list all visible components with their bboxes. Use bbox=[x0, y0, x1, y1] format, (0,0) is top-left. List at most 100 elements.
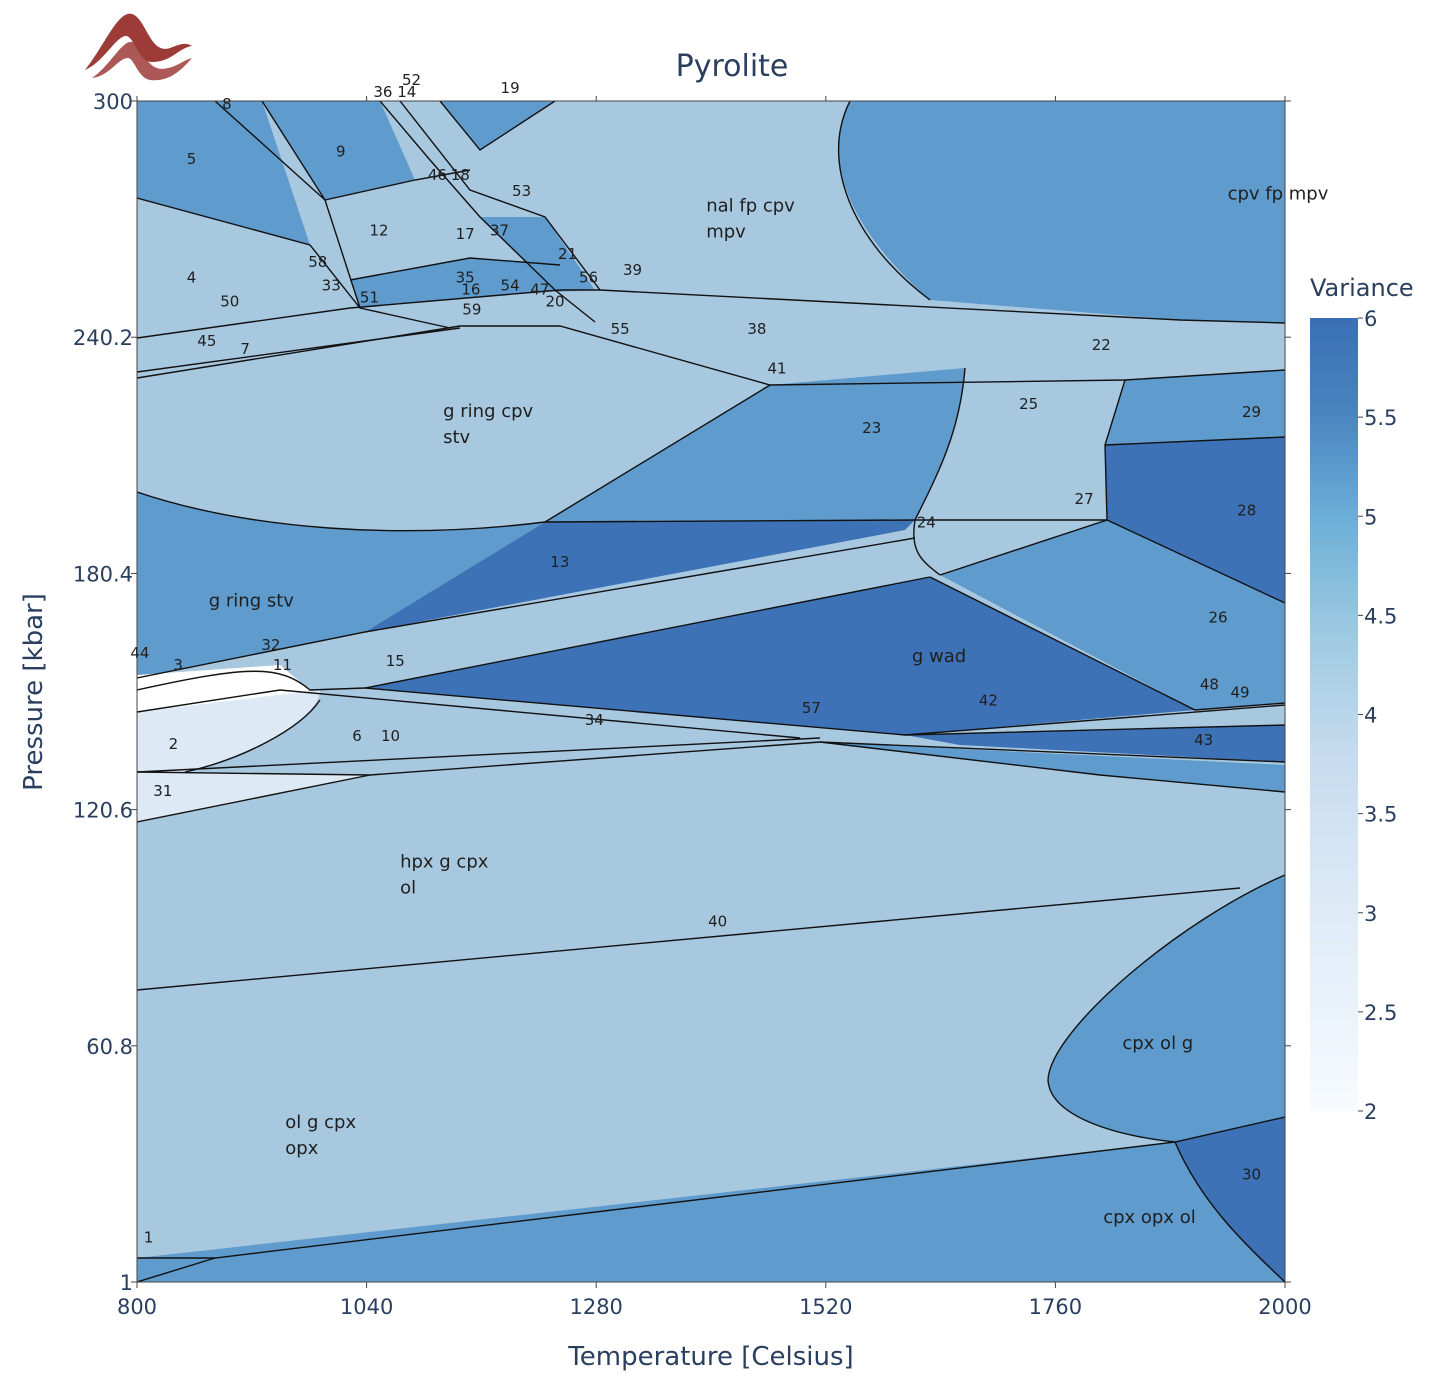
y-tick-label: 1 bbox=[120, 1271, 133, 1295]
numbered-field-label: 36 bbox=[373, 83, 392, 101]
numbered-field-label: 34 bbox=[585, 711, 604, 729]
y-tick-label: 60.8 bbox=[86, 1035, 133, 1059]
numbered-field-label: 27 bbox=[1075, 490, 1094, 508]
field-region bbox=[940, 520, 1285, 710]
x-tick-label: 1520 bbox=[799, 1295, 852, 1319]
field-region bbox=[838, 101, 1285, 323]
numbered-field-label: 47 bbox=[530, 281, 549, 299]
field-label: g ring stv bbox=[209, 591, 295, 612]
x-tick-label: 2000 bbox=[1258, 1295, 1311, 1319]
y-tick-label: 120.6 bbox=[73, 799, 133, 823]
colorbar-tick-label: 2 bbox=[1364, 1100, 1377, 1124]
numbered-field-label: 11 bbox=[273, 656, 292, 674]
numbered-field-label: 29 bbox=[1242, 403, 1261, 421]
colorbar-title: Variance bbox=[1310, 274, 1414, 302]
field-region bbox=[137, 492, 545, 678]
plot-area bbox=[137, 101, 1285, 1282]
x-axis: 800 1040 1280 1520 1760 2000 bbox=[117, 96, 1312, 1319]
colorbar-tick-label: 4.5 bbox=[1364, 604, 1397, 628]
field-labels: cpv fp mpv nal fp cpv mpv g ring cpv stv g ri… bbox=[209, 184, 1329, 1228]
numbered-field-label: 16 bbox=[461, 281, 480, 299]
numbered-field-label: 51 bbox=[360, 288, 379, 306]
numbered-field-label: 31 bbox=[153, 782, 172, 800]
numbered-field-label: 39 bbox=[623, 261, 642, 279]
field-region bbox=[905, 725, 1285, 762]
field-region bbox=[1175, 1117, 1285, 1282]
field-label: ol g cpx opx bbox=[285, 1112, 356, 1159]
field-region bbox=[365, 577, 1195, 735]
numbered-field-labels: 1234567891011121314151617181920212223242… bbox=[130, 71, 1261, 1246]
numbered-field-label: 5 bbox=[187, 150, 197, 168]
numbered-field-label: 41 bbox=[767, 360, 786, 378]
numbered-field-label: 33 bbox=[322, 277, 341, 295]
x-tick-label: 1040 bbox=[340, 1295, 393, 1319]
numbered-field-label: 59 bbox=[462, 300, 481, 318]
numbered-field-label: 8 bbox=[222, 95, 232, 113]
field-region bbox=[1048, 875, 1285, 1142]
field-region bbox=[137, 1142, 1285, 1282]
field-region bbox=[1105, 370, 1285, 445]
mountain-wave-logo bbox=[85, 13, 192, 81]
field-label: cpx opx ol bbox=[1103, 1207, 1196, 1228]
numbered-field-label: 40 bbox=[708, 913, 727, 931]
field-label: g ring cpv stv bbox=[443, 401, 533, 448]
y-tick-label: 180.4 bbox=[73, 562, 133, 586]
numbered-field-label: 48 bbox=[1200, 676, 1219, 694]
x-tick-label: 1280 bbox=[569, 1295, 622, 1319]
plot-frame bbox=[136, 100, 1286, 1283]
field-region bbox=[440, 101, 555, 150]
field-label: cpx ol g bbox=[1122, 1033, 1193, 1054]
numbered-field-label: 50 bbox=[220, 292, 239, 310]
field-region bbox=[545, 368, 965, 522]
field-label: cpv fp mpv bbox=[1228, 184, 1329, 205]
field-region bbox=[1105, 437, 1285, 603]
numbered-field-label: 12 bbox=[369, 221, 388, 239]
field-label: g wad bbox=[912, 646, 966, 667]
numbered-field-label: 14 bbox=[397, 83, 416, 101]
numbered-field-label: 58 bbox=[308, 253, 327, 271]
numbered-field-label: 32 bbox=[261, 636, 280, 654]
numbered-field-label: 13 bbox=[550, 553, 569, 571]
numbered-field-label: 23 bbox=[862, 419, 881, 437]
numbered-field-label: 3 bbox=[173, 656, 183, 674]
colorbar-tick-label: 5 bbox=[1364, 505, 1377, 529]
numbered-field-label: 44 bbox=[130, 644, 149, 662]
colorbar-tick-label: 3 bbox=[1364, 902, 1377, 926]
field-region bbox=[137, 772, 370, 822]
numbered-field-label: 53 bbox=[512, 182, 531, 200]
numbered-field-label: 45 bbox=[197, 332, 216, 350]
colorbar-tick-label: 2.5 bbox=[1364, 1001, 1397, 1025]
numbered-field-label: 19 bbox=[501, 79, 520, 97]
numbered-field-label: 20 bbox=[546, 292, 565, 310]
numbered-field-label: 55 bbox=[611, 320, 630, 338]
numbered-field-label: 25 bbox=[1019, 395, 1038, 413]
numbered-field-label: 54 bbox=[501, 277, 520, 295]
numbered-field-label: 56 bbox=[579, 269, 598, 287]
numbered-field-label: 7 bbox=[240, 340, 250, 358]
colorbar-tick-label: 3.5 bbox=[1364, 803, 1397, 827]
field-label: hpx g cpx ol bbox=[400, 851, 489, 898]
numbered-field-label: 46 bbox=[428, 166, 447, 184]
field-label: nal fp cpv mpv bbox=[706, 196, 795, 243]
numbered-field-label: 26 bbox=[1208, 608, 1227, 626]
field-region bbox=[137, 690, 320, 772]
field-region bbox=[820, 742, 1285, 792]
numbered-field-label: 37 bbox=[490, 221, 509, 239]
numbered-field-label: 49 bbox=[1230, 683, 1249, 701]
numbered-field-label: 52 bbox=[402, 71, 421, 89]
numbered-field-label: 43 bbox=[1194, 731, 1213, 749]
numbered-field-label: 4 bbox=[187, 269, 197, 287]
numbered-field-label: 22 bbox=[1092, 336, 1111, 354]
numbered-field-label: 17 bbox=[456, 225, 475, 243]
numbered-field-label: 10 bbox=[381, 727, 400, 745]
x-tick-label: 1760 bbox=[1029, 1295, 1082, 1319]
y-axis: 1 60.8 120.6 180.4 240.2 300 bbox=[73, 90, 1291, 1295]
numbered-field-label: 2 bbox=[169, 735, 179, 753]
y-tick-label: 240.2 bbox=[73, 326, 133, 350]
colorbar-tick-label: 4 bbox=[1364, 704, 1377, 728]
y-axis-title: Pressure [kbar] bbox=[19, 593, 49, 791]
numbered-field-label: 42 bbox=[979, 691, 998, 709]
numbered-field-label: 28 bbox=[1237, 502, 1256, 520]
colorbar-tick-label: 6 bbox=[1364, 307, 1377, 331]
